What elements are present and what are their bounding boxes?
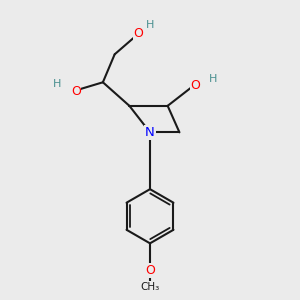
Text: O: O	[133, 27, 143, 40]
Text: H: H	[209, 74, 218, 84]
Text: CH₃: CH₃	[140, 282, 160, 292]
Text: H: H	[146, 20, 154, 30]
Text: O: O	[145, 264, 155, 277]
Text: O: O	[191, 79, 201, 92]
Text: O: O	[71, 85, 81, 98]
Text: N: N	[145, 126, 155, 139]
Text: H: H	[53, 79, 61, 89]
